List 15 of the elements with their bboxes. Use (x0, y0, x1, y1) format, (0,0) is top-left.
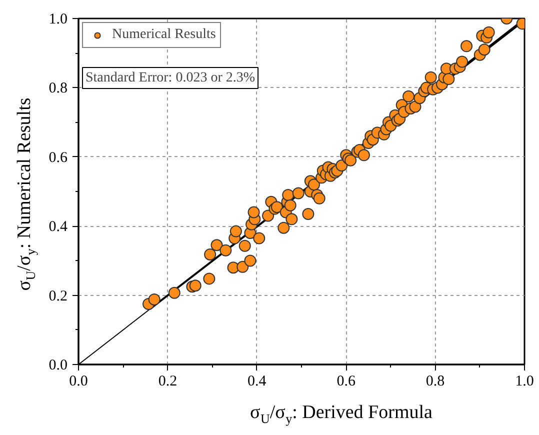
y-tick-label: 0.6 (48, 150, 68, 166)
y-tick-label: 0.4 (48, 219, 68, 236)
x-tick-label: 0.2 (158, 374, 178, 390)
x-tick-label: 0.0 (69, 374, 88, 390)
y-tick-label: 0.2 (48, 288, 68, 304)
annotation: Standard Error: 0.023 or 2.3% (86, 70, 256, 86)
y-tick-label: 0.8 (48, 80, 68, 97)
x-tick-label: 1.0 (515, 374, 534, 390)
legend-label: Numerical Results (112, 27, 216, 43)
y-tick-label: 1.0 (48, 12, 68, 28)
x-tick-label: 0.8 (426, 374, 445, 390)
y-axis-title: σU/σy: Numerical Results (14, 98, 38, 291)
y-tick-label: 0.0 (48, 358, 68, 374)
x-tick-label: 0.6 (336, 374, 356, 390)
x-tick-label: 0.4 (248, 374, 267, 390)
